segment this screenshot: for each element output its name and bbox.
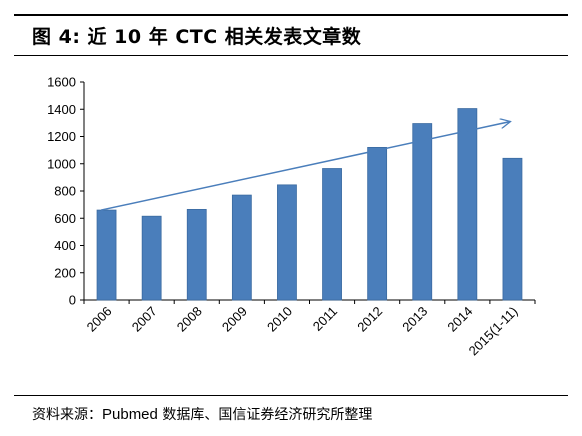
x-tick-label: 2008: [174, 304, 205, 335]
x-tick-label: 2011: [310, 304, 340, 334]
y-tick-label: 1400: [47, 102, 76, 117]
y-tick-label: 400: [54, 238, 76, 253]
footer-rule: [14, 395, 568, 396]
bar-2014: [457, 108, 478, 301]
y-tick-label: 200: [54, 265, 76, 280]
bar-2015(1-11): [502, 157, 523, 301]
x-tick-label: 2014: [444, 304, 475, 335]
source-note: 资料来源：Pubmed 数据库、国信证券经济研究所整理: [32, 404, 372, 424]
bar-2008: [186, 208, 207, 301]
y-tick-label: 1600: [47, 75, 76, 90]
bar-2009: [231, 194, 252, 301]
trend-arrow: [100, 122, 510, 211]
source-suffix: 数据库、国信证券经济研究所整理: [157, 407, 373, 423]
x-tick-label: 2012: [354, 304, 385, 335]
x-tick-label: 2015(1-11): [466, 304, 521, 359]
header-top-rule: [14, 14, 568, 16]
x-tick-label: 2006: [84, 304, 115, 335]
bar-2010: [277, 184, 297, 301]
x-tick-label: 2009: [219, 304, 250, 335]
bar-2013: [412, 123, 433, 301]
source-prefix: 资料来源：: [32, 407, 102, 423]
x-tick-label: 2010: [264, 304, 295, 335]
x-tick-label: 2007: [129, 304, 160, 335]
header-bottom-rule: [14, 55, 568, 56]
y-tick-label: 1200: [47, 129, 76, 144]
source-pubmed: Pubmed: [102, 406, 158, 423]
y-tick-label: 1000: [47, 156, 76, 171]
bar-2011: [322, 168, 342, 301]
bar-2006: [96, 209, 117, 301]
bar-2012: [367, 146, 388, 301]
bar-2007: [141, 215, 162, 301]
x-tick-label: 2013: [399, 304, 430, 335]
figure-title: 图 4: 近 10 年 CTC 相关发表文章数: [32, 26, 362, 48]
y-tick-label: 0: [69, 293, 76, 308]
y-tick-label: 600: [54, 211, 76, 226]
y-tick-label: 800: [54, 184, 76, 199]
